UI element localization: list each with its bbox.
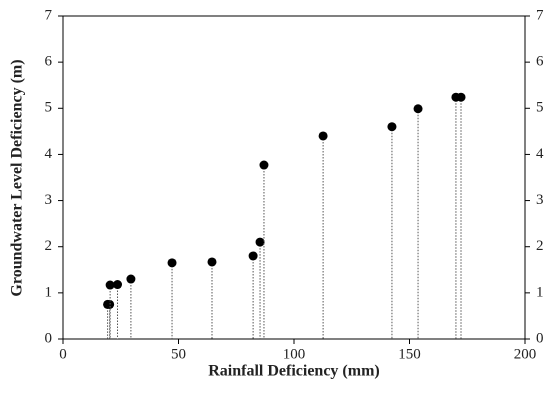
- x-tick-label: 150: [398, 346, 421, 362]
- x-tick-label: 0: [59, 346, 67, 362]
- y2-tick-label: 2: [536, 238, 544, 254]
- point: [113, 280, 123, 290]
- y2-tick-label: 0: [536, 330, 544, 346]
- y-tick-label: 2: [45, 238, 53, 254]
- x-tick-label: 200: [514, 346, 537, 362]
- y2-tick-label: 7: [536, 7, 544, 23]
- point: [255, 237, 265, 247]
- y2-tick-label: 4: [536, 146, 544, 162]
- y2-tick-label: 5: [536, 100, 544, 116]
- point: [318, 131, 328, 141]
- point: [259, 160, 269, 170]
- point: [167, 258, 177, 268]
- y-tick-label: 0: [45, 330, 53, 346]
- x-tick-label: 50: [171, 346, 186, 362]
- point: [105, 280, 115, 290]
- y2-tick-label: 1: [536, 284, 544, 300]
- point: [207, 257, 217, 267]
- y-tick-label: 7: [45, 7, 53, 23]
- x-tick-label: 100: [283, 346, 306, 362]
- point: [126, 274, 136, 284]
- y-tick-label: 3: [45, 192, 53, 208]
- y-tick-label: 6: [45, 54, 53, 70]
- y-tick-label: 5: [45, 100, 53, 116]
- y-axis-label: Groundwater Level Deficiency (m): [9, 59, 26, 296]
- y2-tick-label: 3: [536, 192, 544, 208]
- point: [456, 92, 466, 102]
- y-tick-label: 4: [45, 146, 53, 162]
- y-tick-label: 1: [45, 284, 53, 300]
- point: [413, 104, 423, 114]
- point: [387, 122, 397, 132]
- point: [248, 251, 258, 261]
- x-axis-label: Rainfall Deficiency (mm): [208, 363, 380, 380]
- y2-tick-label: 6: [536, 54, 544, 70]
